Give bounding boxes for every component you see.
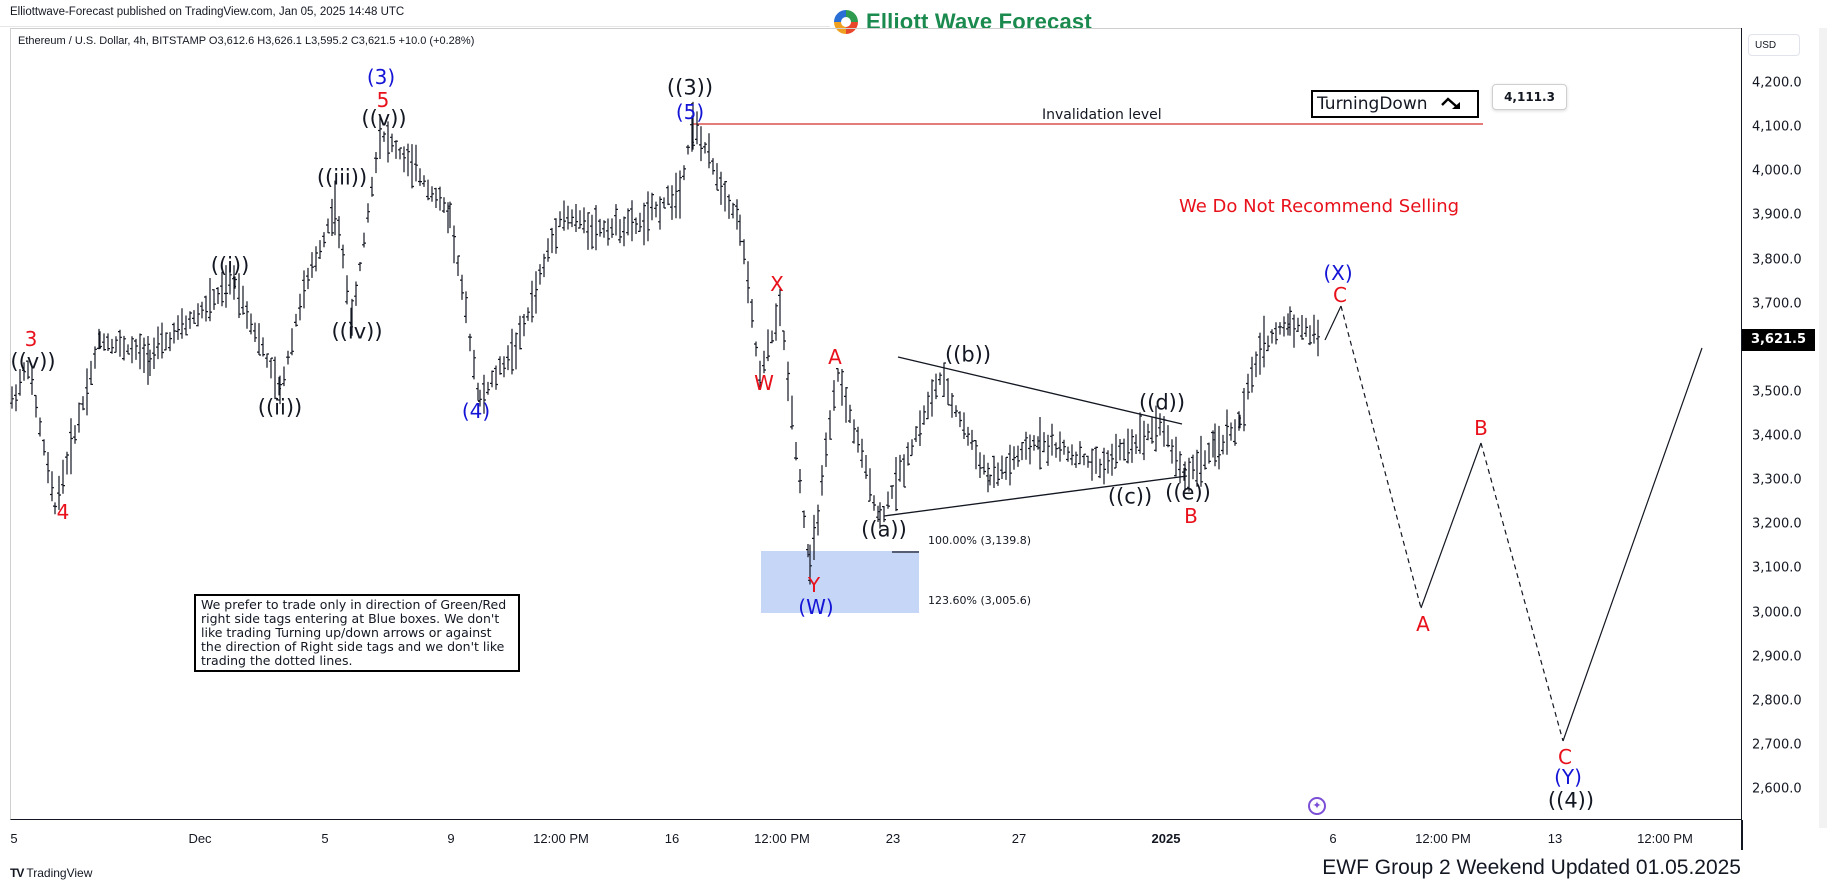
disclaimer-box: We prefer to trade only in direction of …	[194, 594, 520, 672]
wave-label-A-projected: A	[1416, 612, 1430, 636]
wave-label-3-red: 3	[24, 327, 38, 351]
wave-label-W-blue: (W)	[798, 595, 834, 619]
time-tick: 12:00 PM	[1637, 831, 1693, 846]
wave-label-i: ((i))	[210, 253, 250, 278]
brand-name: Elliott Wave Forecast	[866, 9, 1092, 34]
triangle-upper-trendline	[897, 356, 1183, 425]
price-tick: 2,900.0	[1752, 649, 1802, 665]
time-tick: 13	[1547, 831, 1563, 846]
ohlc-bars	[10, 101, 1320, 585]
axis-corner	[1741, 820, 1743, 850]
wave-label-c: ((c))	[1107, 484, 1153, 509]
currency-badge[interactable]: USD	[1748, 34, 1800, 56]
price-tick: 4,000.0	[1752, 163, 1802, 179]
projection-solid-1	[1420, 442, 1482, 609]
time-tick: 16	[664, 831, 680, 846]
wave-label-d: ((d))	[1138, 390, 1186, 415]
price-tick: 2,600.0	[1752, 781, 1802, 797]
wave-label-ii: ((ii))	[257, 395, 303, 420]
turning-down-label: TurningDown	[1317, 94, 1428, 114]
tradingview-label: TradingView	[26, 866, 93, 880]
price-tick: 3,100.0	[1752, 560, 1802, 576]
invalidation-label: Invalidation level	[1042, 107, 1162, 123]
price-tick: 3,500.0	[1752, 384, 1802, 400]
time-tick: 9	[447, 831, 455, 846]
wave-label-X-red: X	[770, 272, 784, 296]
wave-label-iii: ((iii))	[316, 165, 368, 190]
invalidation-price-callout: 4,111.3	[1492, 84, 1567, 110]
time-tick: 6	[1329, 831, 1337, 846]
sparkle-assistant-icon[interactable]: ✦	[1308, 797, 1326, 815]
projection-dotted-1	[1340, 305, 1422, 609]
brand-logo: Elliott Wave Forecast	[832, 8, 1092, 36]
wave-label-a: ((a))	[861, 517, 907, 542]
price-tick: 3,200.0	[1752, 516, 1802, 532]
price-tick: 2,800.0	[1752, 693, 1802, 709]
price-tick: 3,900.0	[1752, 207, 1802, 223]
wave-label-C-projected: C	[1558, 745, 1572, 769]
wave-label-v-top: ((v))	[361, 106, 407, 131]
wave-label-b: ((b))	[944, 342, 992, 367]
wave-label-3-blue: (3)	[366, 65, 396, 89]
wave-label-B-projected: B	[1474, 416, 1488, 440]
time-axis[interactable]: 5 Dec 5 9 12:00 PM 16 12:00 PM 23 27 202…	[10, 821, 1741, 851]
wave-label-iv: ((iv))	[331, 319, 383, 344]
header-divider	[0, 26, 830, 27]
blue-box-zone	[761, 551, 919, 613]
wave-label-3-circle: ((3))	[666, 75, 714, 100]
wave-label-5-red: 5	[376, 88, 390, 112]
time-tick: 12:00 PM	[754, 831, 810, 846]
time-tick: 12:00 PM	[1415, 831, 1471, 846]
arrow-down-right-icon	[1440, 97, 1460, 109]
projection-solid-2	[1562, 347, 1703, 742]
chart-pane[interactable]	[10, 28, 1741, 820]
wave-label-A-red: A	[828, 345, 842, 369]
wave-label-X-blue: (X)	[1323, 261, 1353, 285]
symbol-legend[interactable]: Ethereum / U.S. Dollar, 4h, BITSTAMP O3,…	[18, 35, 475, 47]
projection-dotted-2	[1480, 442, 1564, 742]
time-tick: 27	[1011, 831, 1027, 846]
wave-label-C-red: C	[1333, 283, 1347, 307]
wave-label-4-red: 4	[56, 500, 70, 524]
tradingview-logo[interactable]: TV TradingView	[10, 866, 92, 880]
update-note: EWF Group 2 Weekend Updated 01.05.2025	[1322, 856, 1741, 879]
fib-123-label: 123.60% (3,005.6)	[928, 594, 1032, 607]
wave-label-4-blue: (4)	[461, 399, 491, 423]
wave-label-v: ((v))	[10, 349, 56, 374]
price-axis[interactable]	[1741, 28, 1819, 820]
wave-label-B-red: B	[1184, 504, 1198, 528]
wave-label-4-circle: ((4))	[1547, 788, 1595, 813]
current-price-label: 3,621.5	[1742, 329, 1815, 351]
time-tick: 5	[10, 831, 18, 846]
price-tick: 3,300.0	[1752, 472, 1802, 488]
time-tick: Dec	[188, 831, 212, 846]
wave-label-Y-blue: (Y)	[1554, 765, 1582, 789]
price-tick: 4,200.0	[1752, 75, 1802, 91]
recommendation-text: We Do Not Recommend Selling	[1179, 196, 1460, 217]
price-axis-edge	[1819, 28, 1827, 828]
publish-line: Elliottwave-Forecast published on Tradin…	[10, 6, 405, 18]
triangle-lower-trendline	[883, 475, 1188, 517]
wave-label-e: ((e))	[1165, 480, 1211, 505]
price-tick: 3,800.0	[1752, 252, 1802, 268]
price-tick: 3,400.0	[1752, 428, 1802, 444]
wave-label-5-blue: (5)	[675, 100, 705, 124]
price-tick: 3,700.0	[1752, 296, 1802, 312]
turning-down-tag: TurningDown	[1311, 90, 1479, 118]
fib-100-label: 100.00% (3,139.8)	[928, 534, 1032, 547]
time-tick: 5	[321, 831, 329, 846]
tradingview-mark-icon: TV	[10, 866, 24, 880]
price-tick: 4,100.0	[1752, 119, 1802, 135]
time-tick-year: 2025	[1151, 831, 1181, 846]
price-tick: 2,700.0	[1752, 737, 1802, 753]
time-tick: 12:00 PM	[533, 831, 589, 846]
price-tick: 3,000.0	[1752, 605, 1802, 621]
time-tick: 23	[885, 831, 901, 846]
wave-label-Y-red: Y	[807, 573, 821, 597]
wave-label-W-red: W	[754, 371, 774, 395]
